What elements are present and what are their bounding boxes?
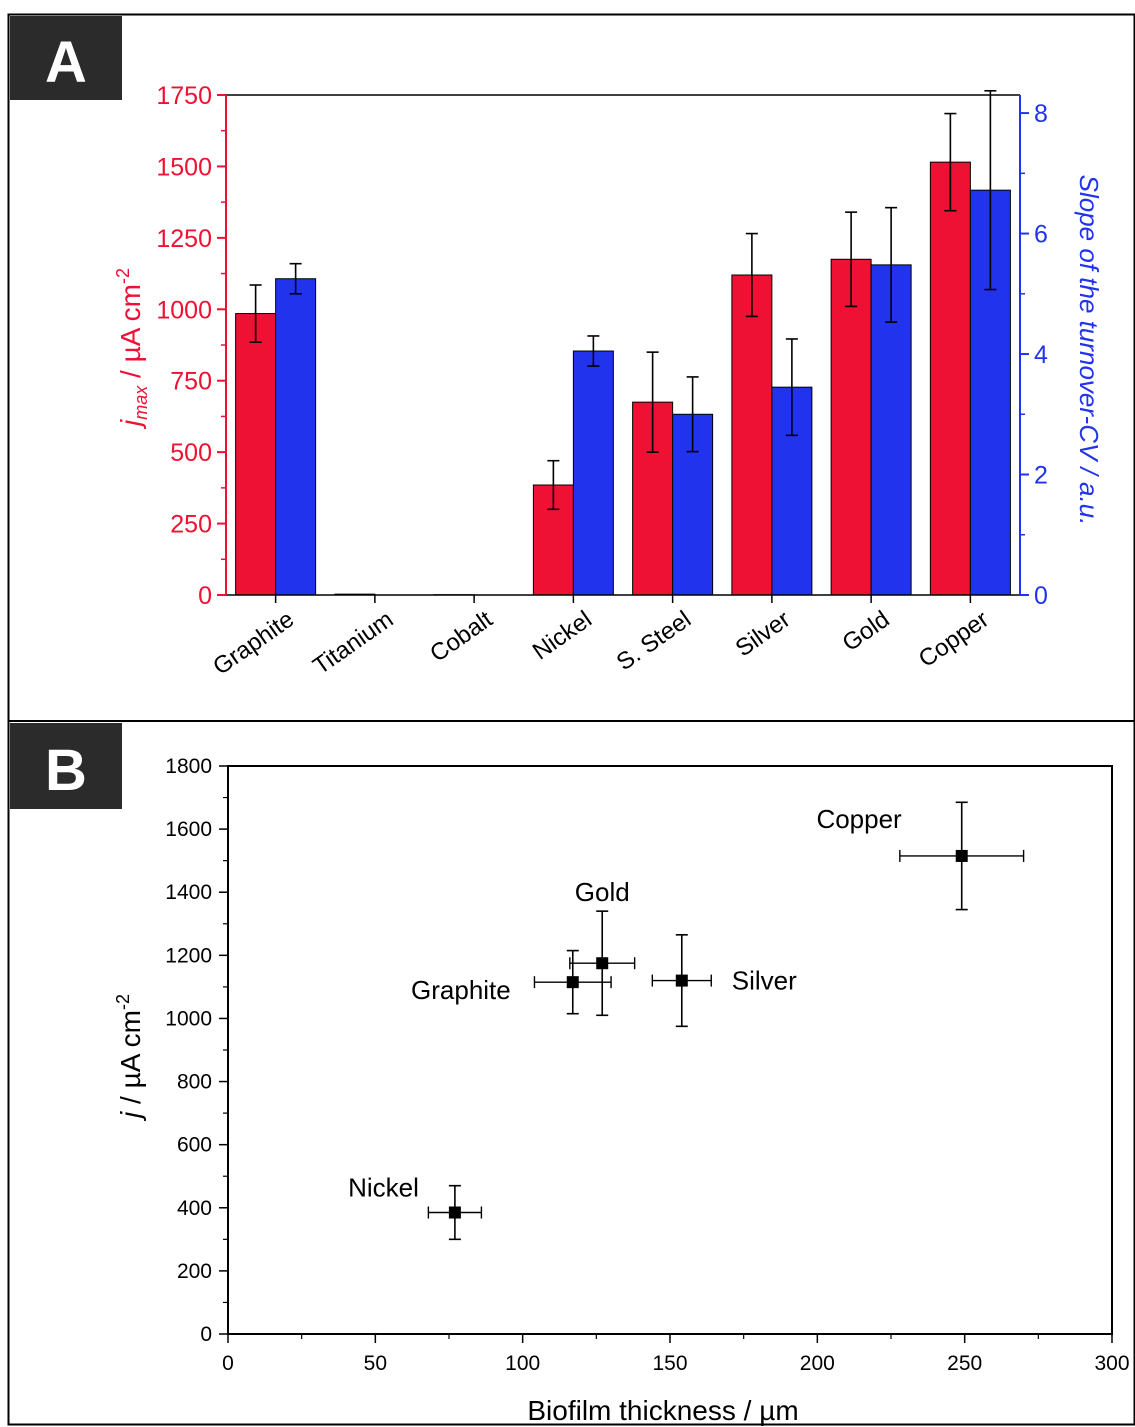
category-label: Nickel: [528, 606, 597, 666]
ylabel: j / µA cm-2: [113, 994, 146, 1122]
plot-frame: [227, 765, 1113, 1335]
bar-slope-0: [275, 278, 317, 596]
tick-label-left: 0: [198, 582, 212, 610]
bar-jmax-0: [235, 313, 277, 596]
point-gold: [596, 957, 609, 970]
tick-label-left: 500: [170, 439, 212, 467]
category-label: Titanium: [308, 606, 398, 680]
ylabel-left: jmax / µA cm-2: [113, 268, 151, 430]
tick-label-y: 0: [200, 1323, 212, 1346]
tick-label-y: 1600: [165, 818, 212, 841]
tick-label-y: 800: [177, 1071, 212, 1094]
tick-label-y: 1800: [165, 755, 212, 778]
tick-label-x: 0: [222, 1352, 234, 1375]
bar-jmax-5: [731, 274, 773, 596]
tick-label-left: 1250: [156, 225, 212, 253]
tick-label-right: 8: [1034, 100, 1048, 128]
chart-a-bar: 0 250 500 750 1000 1250 1500 1750 0 2 4 6 8 Graphite T…: [113, 82, 1104, 681]
tick-label-left: 1750: [156, 82, 212, 110]
xlabel: Biofilm thickness / µm: [527, 1395, 798, 1426]
tick-label-right: 4: [1034, 341, 1048, 369]
tick-label-x: 50: [364, 1352, 387, 1375]
point-graphite: [566, 976, 579, 989]
tick-label-right: 0: [1034, 582, 1048, 610]
category-label: Silver: [731, 606, 796, 663]
bar-jmax-7: [929, 161, 971, 596]
ylabel-right: Slope of the turnover-CV / a.u.: [1074, 175, 1104, 526]
tick-label-y: 1200: [165, 944, 212, 967]
point-label-silver: Silver: [732, 966, 797, 996]
tick-label-right: 6: [1034, 221, 1048, 249]
point-nickel: [448, 1206, 461, 1219]
tick-label-x: 300: [1094, 1352, 1129, 1375]
bar-slope-3: [572, 350, 614, 596]
point-label-nickel: Nickel: [348, 1173, 419, 1203]
point-label-graphite: Graphite: [411, 975, 511, 1005]
tick-label-left: 1000: [156, 296, 212, 324]
tick-label-y: 1400: [165, 881, 212, 904]
category-label: Gold: [838, 606, 895, 657]
tick-label-left: 750: [170, 368, 212, 396]
panel-b-label: B: [45, 738, 87, 803]
panel-a-label-box: [10, 16, 122, 100]
tick-label-x: 250: [947, 1352, 982, 1375]
tick-label-y: 600: [177, 1134, 212, 1157]
category-label: Graphite: [208, 606, 299, 681]
chart-b-scatter: 0 50 100 150 200 250 300 0 200 400 600 800 1000 1200 1…: [113, 755, 1130, 1426]
tick-label-left: 250: [170, 511, 212, 539]
category-label: Cobalt: [425, 606, 498, 668]
tick-label-y: 1000: [165, 1007, 212, 1030]
bar-jmax-6: [830, 258, 872, 596]
tick-label-right: 2: [1034, 462, 1048, 490]
ylabel-sup: -2: [113, 994, 133, 1010]
ylabel-left-sub: max: [131, 385, 151, 420]
point-label-gold: Gold: [575, 877, 630, 907]
point-silver: [675, 974, 688, 987]
tick-label-left: 1500: [156, 153, 212, 181]
tick-label-x: 100: [505, 1352, 540, 1375]
tick-label-x: 200: [800, 1352, 835, 1375]
ylabel-left-rest: / µA cm: [115, 284, 146, 386]
ylabel-rest: / µA cm: [115, 1010, 146, 1112]
point-copper: [955, 849, 968, 862]
category-label: Copper: [914, 606, 994, 673]
tick-label-y: 200: [177, 1260, 212, 1283]
point-label-copper: Copper: [816, 804, 902, 834]
tick-label-y: 400: [177, 1197, 212, 1220]
panel-a-label: A: [45, 30, 87, 95]
ylabel-main: j: [115, 1111, 146, 1122]
category-label: S. Steel: [612, 606, 696, 676]
panel-b-label-box: [10, 723, 122, 809]
ylabel-left-sup: -2: [113, 268, 133, 284]
ylabel-left-main: j: [115, 419, 146, 430]
tick-label-x: 150: [652, 1352, 687, 1375]
